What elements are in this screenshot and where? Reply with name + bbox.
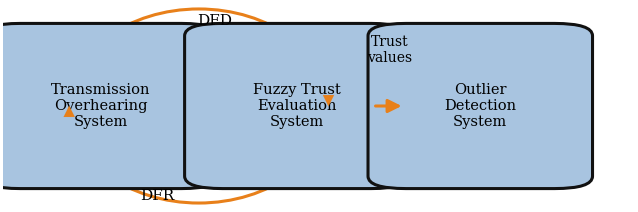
FancyBboxPatch shape xyxy=(0,23,219,189)
Text: Outlier
Detection
System: Outlier Detection System xyxy=(444,83,516,129)
FancyBboxPatch shape xyxy=(184,23,409,189)
Text: Transmission
Overhearing
System: Transmission Overhearing System xyxy=(51,83,151,129)
Text: DFR: DFR xyxy=(140,189,175,203)
Text: Trust
values: Trust values xyxy=(367,35,412,65)
Text: Fuzzy Trust
Evaluation
System: Fuzzy Trust Evaluation System xyxy=(253,83,341,129)
Text: DFD: DFD xyxy=(197,14,232,28)
FancyBboxPatch shape xyxy=(368,23,593,189)
